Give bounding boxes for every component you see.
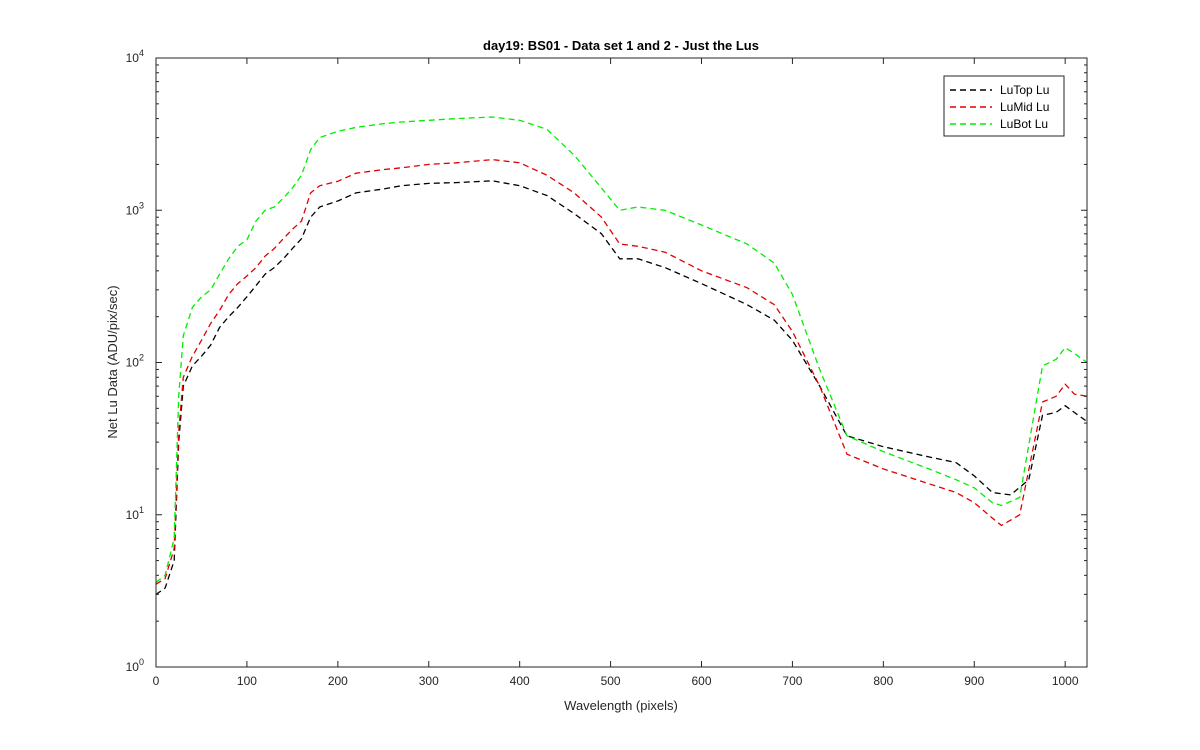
series-line-1 bbox=[155, 180, 1088, 595]
x-tick-label: 100 bbox=[237, 674, 257, 688]
y-tick-label: 102 bbox=[126, 353, 144, 370]
x-tick-label: 200 bbox=[328, 674, 348, 688]
x-tick-label: 700 bbox=[782, 674, 802, 688]
y-axis-label: Net Lu Data (ADU/pix/sec) bbox=[105, 285, 120, 438]
x-tick-label: 600 bbox=[691, 674, 711, 688]
y-tick-label: 104 bbox=[126, 48, 144, 65]
x-tick-label: 400 bbox=[510, 674, 530, 688]
series-line-2 bbox=[155, 158, 1088, 585]
legend-label-2: LuMid Lu bbox=[1000, 100, 1049, 114]
legend: LuTop Lu LuMid Lu LuBot Lu bbox=[943, 75, 1065, 137]
legend-label-3: LuBot Lu bbox=[1000, 117, 1048, 131]
x-tick-label: 800 bbox=[873, 674, 893, 688]
series-line-3 bbox=[155, 116, 1088, 583]
plot-area bbox=[156, 58, 1087, 667]
x-tick-label: 0 bbox=[153, 674, 160, 688]
x-tick-label: 500 bbox=[601, 674, 621, 688]
legend-box bbox=[943, 75, 1065, 137]
chart-title: day19: BS01 - Data set 1 and 2 - Just th… bbox=[483, 38, 759, 53]
x-axis-label: Wavelength (pixels) bbox=[564, 698, 678, 713]
y-tick-label: 103 bbox=[126, 200, 144, 217]
axes: 0 100 200 300 400 500 600 700 800 900 1000 100 101 10… bbox=[126, 48, 1088, 688]
y-tick-label: 101 bbox=[126, 505, 144, 522]
series-layer bbox=[155, 116, 1088, 595]
x-tick-label: 900 bbox=[964, 674, 984, 688]
y-tick-label: 100 bbox=[126, 657, 144, 674]
legend-label-1: LuTop Lu bbox=[1000, 83, 1049, 97]
x-tick-label: 300 bbox=[419, 674, 439, 688]
x-tick-label: 1000 bbox=[1052, 674, 1079, 688]
